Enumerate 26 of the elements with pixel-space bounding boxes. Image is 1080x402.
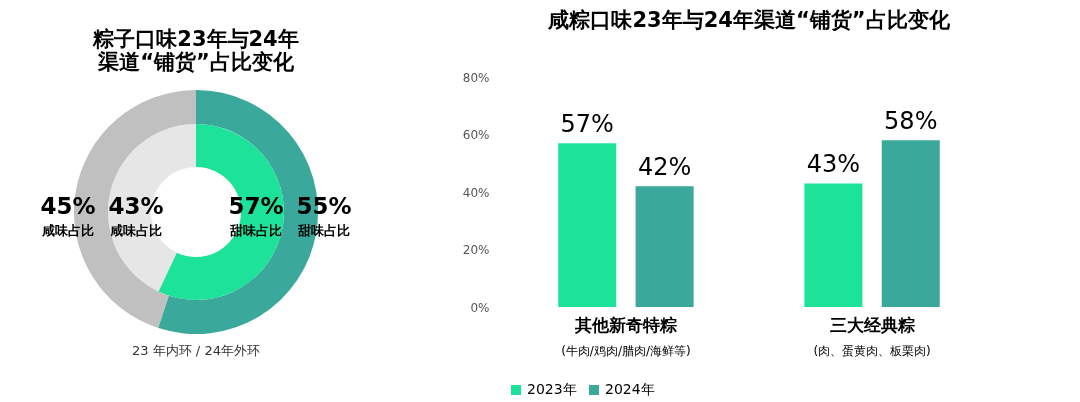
legend-label: 2024年 bbox=[605, 381, 655, 397]
bar bbox=[635, 186, 694, 307]
bar bbox=[558, 143, 617, 307]
y-tick-label: 0% bbox=[470, 300, 490, 315]
text: 23 年内环 / 24年外环 bbox=[132, 343, 260, 358]
data-label: 57% bbox=[560, 110, 614, 139]
chart-title: 咸粽口味23年与24年渠道“铺货”占比变化 bbox=[547, 8, 951, 32]
y-tick-label: 80% bbox=[462, 70, 490, 85]
data-label: 42% bbox=[637, 153, 692, 182]
bar bbox=[804, 183, 863, 307]
data-label: 58% bbox=[884, 107, 938, 136]
x-tick-label: 三大经典粽 bbox=[829, 314, 915, 335]
slice-label: 咸味占比 bbox=[109, 223, 162, 238]
y-tick-label: 20% bbox=[462, 243, 490, 257]
slice-label: 咸味占比 bbox=[41, 223, 94, 238]
text: (肉、蛋黄肉、板栗肉) bbox=[813, 344, 931, 358]
data-label: 43% bbox=[806, 150, 861, 179]
legend-label: 2023年 bbox=[527, 381, 577, 397]
x-tick-label: 其他新奇特粽 bbox=[573, 314, 677, 335]
data-label: 45% bbox=[40, 193, 96, 219]
chart-title: 粽子口味23年与24年渠道“铺货”占比变化 bbox=[92, 27, 299, 74]
y-tick-label: 40% bbox=[462, 185, 490, 200]
bar bbox=[881, 140, 940, 307]
data-label: 43% bbox=[108, 193, 164, 219]
y-tick-label: 60% bbox=[462, 128, 490, 142]
text: (牛肉/鸡肉/腊肉/海鲜等) bbox=[561, 344, 691, 358]
